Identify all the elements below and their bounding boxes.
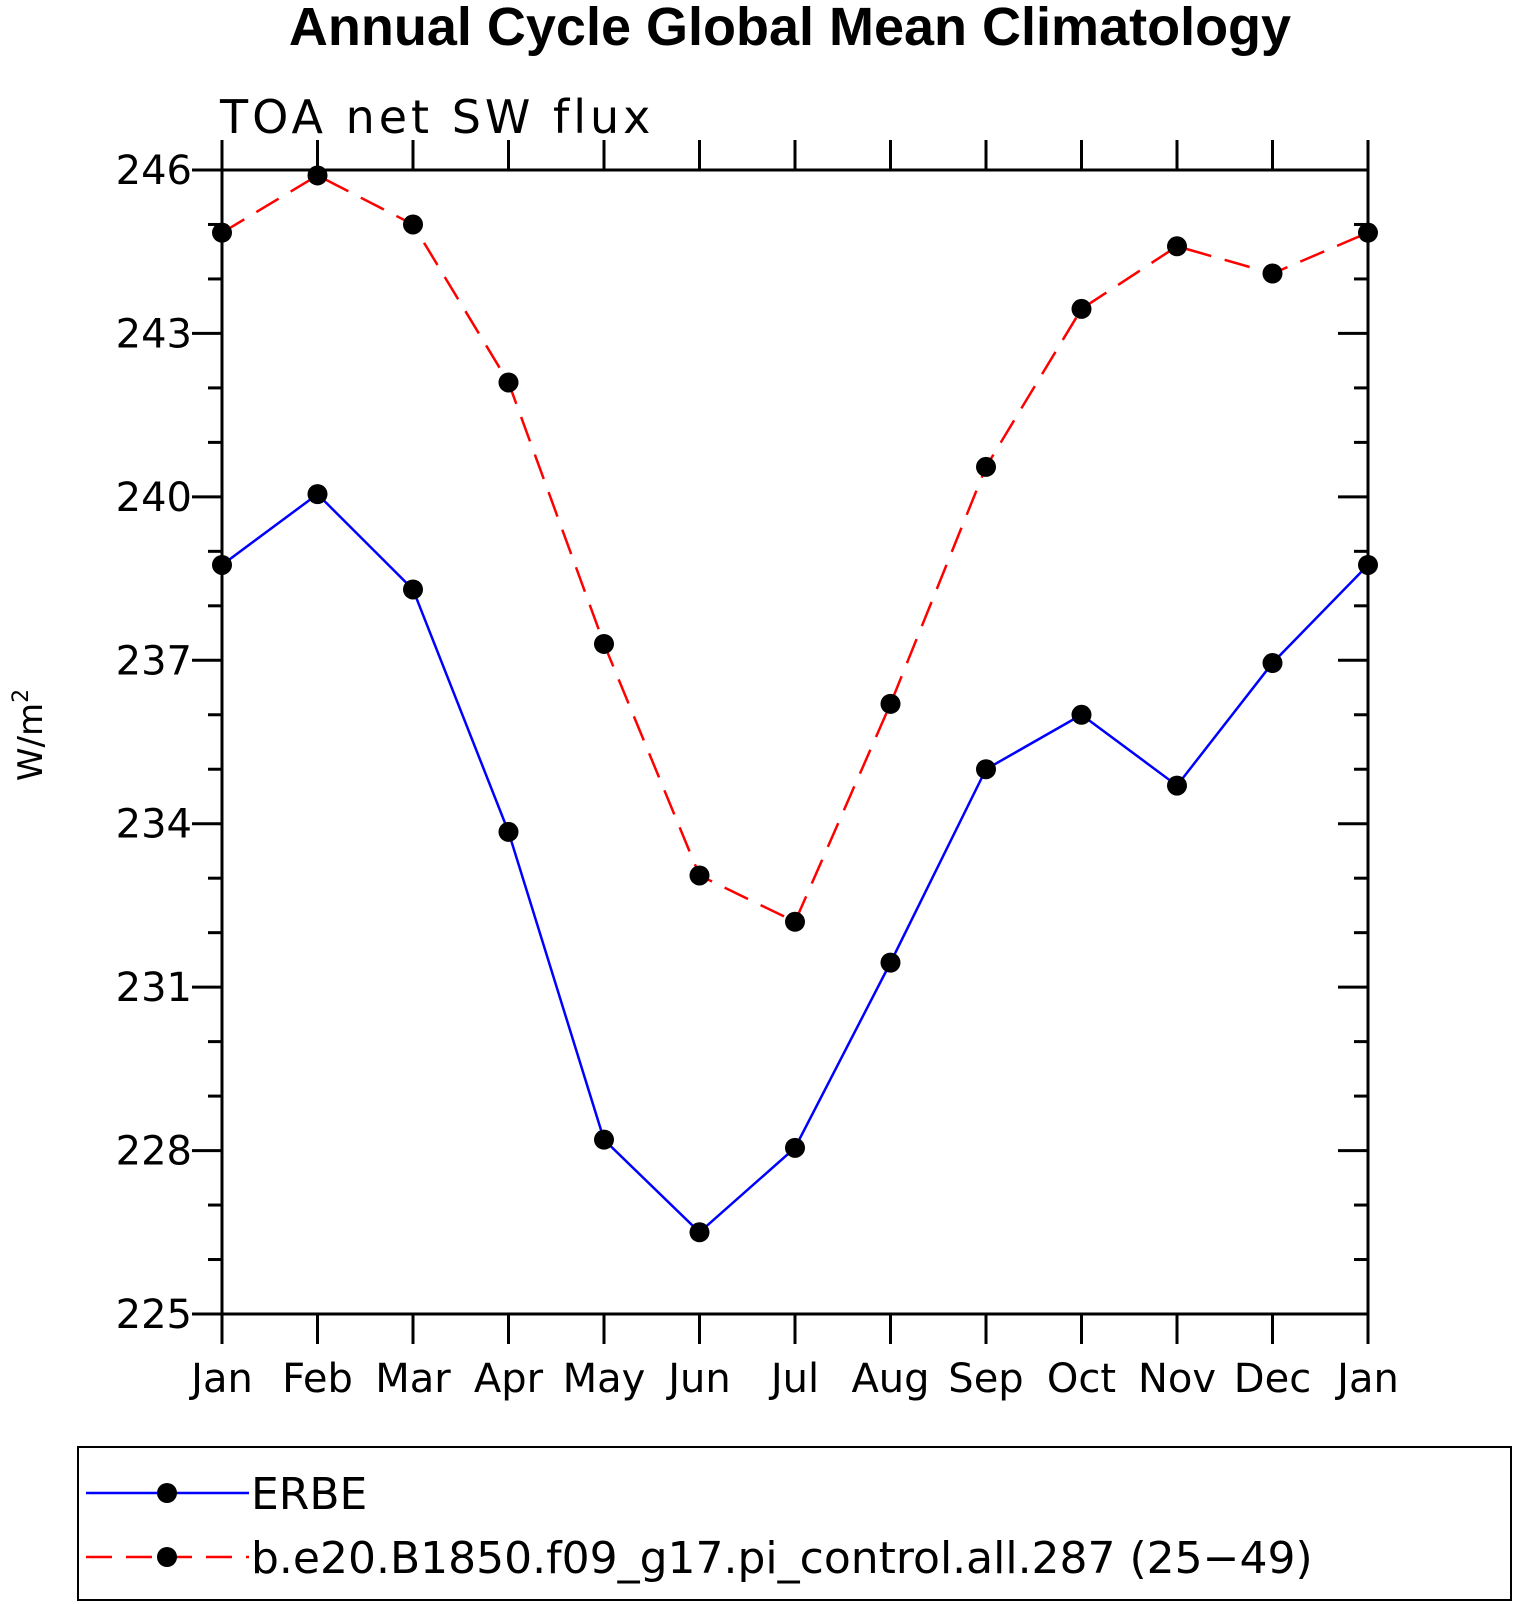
data-point bbox=[403, 214, 423, 235]
data-point bbox=[212, 554, 232, 575]
x-tick-label: Apr bbox=[474, 1356, 544, 1402]
y-tick-label: 246 bbox=[116, 148, 192, 194]
data-point bbox=[594, 1129, 614, 1150]
x-tick-label: Jul bbox=[768, 1356, 819, 1402]
x-tick-label: Mar bbox=[375, 1356, 451, 1402]
y-tick-label: 237 bbox=[116, 638, 192, 684]
chart-title: Annual Cycle Global Mean Climatology bbox=[289, 0, 1291, 57]
data-point bbox=[689, 865, 710, 886]
legend: ERBE b.e20.B1850.f09_g17.pi_control.all.2… bbox=[86, 1469, 1313, 1584]
data-point bbox=[1262, 263, 1283, 284]
data-point bbox=[689, 1222, 710, 1243]
data-point bbox=[976, 456, 996, 477]
data-point bbox=[307, 484, 328, 505]
x-tick-label: Sep bbox=[948, 1356, 1023, 1402]
data-point bbox=[307, 165, 328, 186]
series-line-2 bbox=[221, 174, 1369, 924]
y-tick-label: 228 bbox=[116, 1129, 192, 1175]
series-layer bbox=[212, 165, 1378, 1243]
data-point bbox=[1358, 554, 1378, 575]
x-tick-label: Nov bbox=[1138, 1356, 1216, 1402]
data-point bbox=[976, 759, 996, 780]
data-point bbox=[880, 952, 901, 973]
data-point bbox=[1167, 775, 1187, 796]
data-point bbox=[785, 1137, 805, 1158]
x-tick-label: May bbox=[563, 1356, 646, 1402]
legend-label-2: b.e20.B1850.f09_g17.pi_control.all.287 (… bbox=[251, 1533, 1313, 1584]
legend-marker-2 bbox=[157, 1547, 177, 1567]
legend-marker-1 bbox=[157, 1483, 177, 1503]
data-point bbox=[212, 222, 232, 243]
data-point bbox=[594, 633, 614, 654]
legend-box bbox=[77, 1446, 1512, 1601]
y-tick-label: 240 bbox=[116, 475, 192, 521]
chart-subtitle: TOA net SW flux bbox=[219, 90, 654, 144]
axes: 225 228 231 234 237 240 243 246 Jan Feb Mar Apr May J… bbox=[116, 140, 1399, 1402]
data-point bbox=[1071, 298, 1092, 319]
y-tick-label: 231 bbox=[116, 965, 192, 1011]
data-point bbox=[880, 693, 901, 714]
data-point bbox=[785, 911, 805, 932]
data-point bbox=[1071, 704, 1092, 725]
data-point bbox=[498, 821, 519, 842]
data-point bbox=[403, 579, 423, 600]
data-point bbox=[498, 372, 519, 393]
x-tick-label: Aug bbox=[851, 1356, 929, 1402]
x-tick-label: Feb bbox=[282, 1356, 353, 1402]
series-line-1 bbox=[221, 492, 1369, 1234]
x-tick-label: Jan bbox=[1334, 1356, 1399, 1402]
y-tick-label: 225 bbox=[116, 1292, 192, 1338]
x-tick-label: Jan bbox=[188, 1356, 253, 1402]
legend-label-1: ERBE bbox=[251, 1469, 367, 1520]
x-tick-label: Dec bbox=[1234, 1356, 1311, 1402]
y-tick-label: 243 bbox=[116, 311, 192, 357]
data-point bbox=[1167, 236, 1187, 257]
y-axis-label: W/m2 bbox=[9, 689, 51, 781]
data-point bbox=[1358, 222, 1378, 243]
data-point bbox=[1262, 653, 1283, 674]
y-tick-label: 234 bbox=[116, 802, 192, 848]
x-tick-label: Oct bbox=[1047, 1356, 1116, 1402]
x-tick-label: Jun bbox=[665, 1356, 731, 1402]
